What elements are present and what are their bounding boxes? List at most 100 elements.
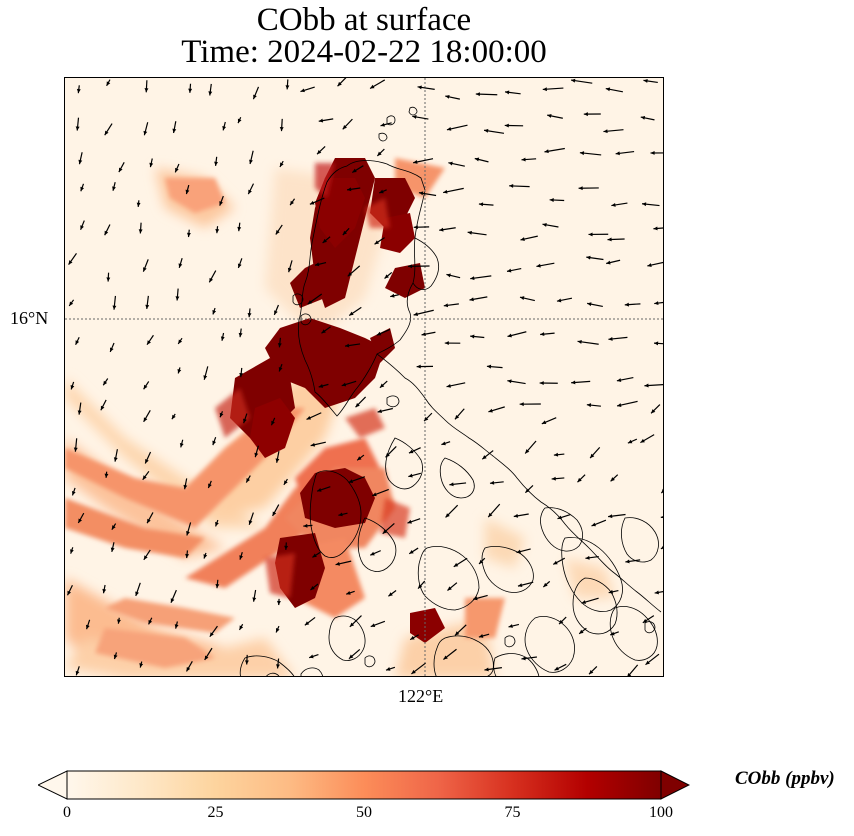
map-canvas: [65, 78, 663, 676]
wind-arrow-head: [103, 380, 108, 386]
colorbar-extend-min: [38, 770, 68, 800]
wind-arrow-head: [541, 420, 547, 425]
wind-arrow-head: [178, 263, 183, 268]
wind-arrow-head: [410, 635, 415, 640]
wind-arrow-head: [478, 202, 484, 207]
wind-arrow-head: [627, 672, 632, 676]
wind-arrow-head: [454, 631, 460, 636]
wind-arrow-head: [290, 200, 295, 206]
wind-arrow-head: [283, 480, 288, 485]
wind-arrow-head: [606, 260, 611, 265]
wind-arrow-head: [215, 583, 220, 589]
colorbar-tick-label: 25: [207, 804, 224, 821]
wind-arrow-head: [203, 554, 208, 559]
wind-arrow-head: [588, 232, 593, 237]
wind-arrow-head: [448, 161, 453, 166]
wind-arrow-head: [106, 277, 111, 282]
wind-arrow-head: [148, 619, 153, 625]
wind-arrow-head: [384, 274, 389, 279]
wind-arrow-head: [104, 230, 109, 236]
wind-arrow-head: [380, 122, 385, 127]
wind-arrow-head: [174, 624, 179, 629]
wind-arrow-head: [237, 263, 242, 268]
wind-arrow-head: [377, 151, 382, 156]
wind-arrow-head: [417, 85, 422, 90]
wind-arrow-head: [556, 298, 562, 303]
wind-arrow-head: [439, 227, 444, 232]
wind-arrow-head: [370, 623, 376, 627]
wind-arrow-head: [583, 112, 588, 117]
wind-arrow-head: [278, 367, 283, 372]
wind-arrow-head: [179, 442, 184, 448]
wind-arrow-head: [416, 364, 421, 369]
wind-arrow-head: [238, 332, 243, 338]
wind-arrow-head: [237, 118, 242, 124]
wind-arrow-head: [475, 92, 480, 97]
wind-arrow-head: [185, 189, 190, 195]
wind-arrow-head: [112, 305, 117, 310]
wind-arrow-head: [143, 417, 148, 422]
wind-arrow-head: [625, 559, 630, 564]
wind-arrow-head: [253, 94, 257, 100]
wind-arrow-head: [408, 264, 413, 269]
wind-arrow-head: [284, 545, 289, 550]
wind-arrow-head: [275, 458, 280, 463]
wind-arrow-head: [287, 267, 292, 273]
plume-edge: [215, 163, 410, 598]
wind-arrow-head: [215, 521, 219, 527]
wind-arrow-head: [449, 482, 454, 487]
wind-arrow-head: [349, 311, 354, 316]
wind-arrow-head: [616, 378, 622, 382]
wind-arrow-head: [106, 81, 111, 86]
wind-arrow-head: [506, 268, 512, 273]
wind-arrow-head: [624, 302, 629, 307]
wind-arrow-head: [279, 126, 284, 132]
wind-arrow-head: [342, 124, 347, 130]
wind-arrow-head: [605, 87, 611, 92]
wind-arrow-head: [385, 453, 390, 458]
wind-arrow-head: [309, 654, 314, 659]
wind-arrow-head: [411, 669, 416, 674]
wind-arrow-head: [357, 456, 362, 461]
wind-arrow-head: [75, 340, 80, 345]
wind-arrow-head: [517, 583, 523, 588]
wind-arrow-head: [312, 553, 317, 558]
wind-arrow-head: [318, 384, 324, 388]
wind-arrow-head: [454, 414, 460, 420]
wind-arrow-head: [347, 187, 352, 192]
wind-arrow-head: [507, 333, 512, 338]
wind-arrow-head: [421, 332, 426, 337]
wind-arrow-head: [376, 331, 382, 336]
wind-arrow-head: [147, 518, 151, 524]
wind-arrow-head: [285, 85, 290, 90]
wind-arrow-head: [352, 168, 357, 173]
wind-arrow-head: [544, 149, 549, 154]
wind-arrow-head: [310, 442, 316, 447]
wind-arrow-head: [488, 408, 493, 413]
wind-arrow-head: [219, 412, 224, 418]
wind-arrow-head: [183, 484, 188, 490]
map-panel: [64, 77, 664, 677]
wind-arrow-head: [171, 414, 176, 420]
wind-arrow-head: [338, 512, 343, 517]
wind-arrow-head: [136, 202, 141, 207]
wind-arrow-head: [579, 629, 584, 634]
wind-arrow-head: [80, 225, 84, 230]
wind-arrow-head: [248, 189, 252, 195]
wind-arrow-head: [551, 476, 556, 481]
wind-arrow-head: [279, 162, 284, 167]
wind-arrow-head: [342, 230, 347, 236]
wind-arrow-head: [418, 584, 423, 589]
wind-arrow-head: [370, 84, 375, 89]
wind-arrow-head: [388, 592, 393, 597]
wind-arrow-head: [214, 161, 219, 166]
wind-arrow-head: [418, 191, 424, 196]
wind-arrow-head: [412, 115, 417, 119]
wind-arrow-head: [578, 186, 583, 191]
colorbar-tick-label: 0: [63, 804, 71, 821]
wind-arrow-head: [571, 380, 576, 385]
wind-arrow-head: [615, 151, 620, 156]
wind-arrow-head: [654, 301, 659, 306]
wind-arrow-head: [661, 488, 663, 494]
wind-arrow-head: [113, 654, 118, 660]
